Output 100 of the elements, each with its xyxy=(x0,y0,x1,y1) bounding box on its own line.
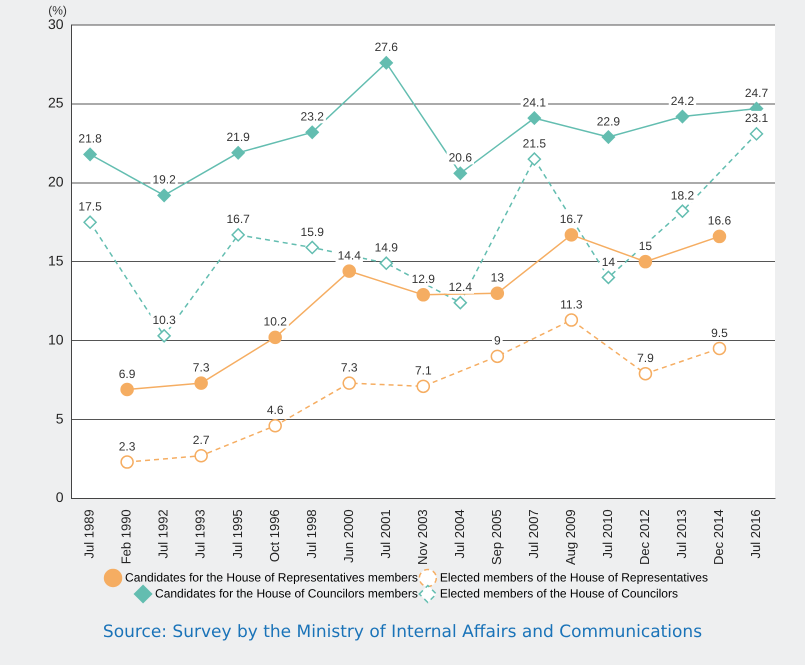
data-label: 15.9 xyxy=(300,224,324,239)
point xyxy=(380,256,394,270)
x-tick-label: Oct 1996 xyxy=(266,509,282,562)
data-label: 23.2 xyxy=(300,110,324,124)
point xyxy=(602,130,616,144)
data-label: 12.4 xyxy=(448,280,472,294)
point xyxy=(564,313,578,327)
data-label: 15 xyxy=(638,238,652,253)
legend-label: Elected members of the House of Representatives xyxy=(440,570,708,584)
legend-label: Candidates for the House of Councilors members xyxy=(155,586,418,600)
point xyxy=(454,296,468,310)
data-label: 17.5 xyxy=(78,200,102,214)
point xyxy=(638,254,652,268)
y-tick-label: 30 xyxy=(48,16,64,32)
point xyxy=(342,376,356,390)
data-label: 4.6 xyxy=(266,403,284,418)
point xyxy=(712,230,726,244)
point xyxy=(157,188,171,202)
y-tick-label: 25 xyxy=(48,94,64,111)
data-label: 24.7 xyxy=(744,86,768,100)
data-label: 6.9 xyxy=(118,366,136,381)
data-label: 14.9 xyxy=(374,240,398,255)
x-tick-label: Aug 2009 xyxy=(562,509,578,566)
x-tick-label: Nov 2003 xyxy=(414,509,430,565)
point xyxy=(120,382,134,396)
x-tick-label: Jul 2013 xyxy=(674,509,690,558)
data-label: 10.3 xyxy=(152,313,176,328)
data-label: 13 xyxy=(490,270,504,285)
x-tick-label: Dec 2012 xyxy=(637,509,652,565)
y-tick-label: 15 xyxy=(48,252,64,269)
point xyxy=(83,215,97,229)
data-label: 23.1 xyxy=(744,111,768,126)
data-label: 21.8 xyxy=(78,132,102,146)
x-tick-label: Jul 2016 xyxy=(748,509,764,558)
data-label: 7.1 xyxy=(414,364,432,378)
data-label: 16.6 xyxy=(708,214,732,228)
data-label: 9.5 xyxy=(711,326,728,340)
x-tick-label: Jul 1998 xyxy=(304,509,319,558)
point xyxy=(490,350,504,364)
x-tick-label: Jul 2001 xyxy=(378,509,393,558)
source-note: Source: Survey by the Ministry of Internal Affairs and Communications xyxy=(102,622,704,642)
data-label: 11.3 xyxy=(560,297,583,312)
point xyxy=(712,342,726,356)
point xyxy=(194,448,208,462)
data-label: 14 xyxy=(602,254,616,269)
point xyxy=(305,240,319,254)
point xyxy=(454,166,468,180)
data-label: 18.2 xyxy=(670,188,694,202)
point xyxy=(528,111,542,125)
point xyxy=(602,270,616,284)
point xyxy=(676,110,690,124)
data-label: 14.4 xyxy=(338,248,362,262)
legend-label: Elected members of the House of Councilors xyxy=(440,586,678,600)
y-tick-label: 20 xyxy=(48,174,64,190)
data-label: 16.7 xyxy=(226,212,250,226)
y-tick-label: 5 xyxy=(56,410,64,426)
data-label: 21.9 xyxy=(226,130,250,144)
data-label: 7.9 xyxy=(637,351,654,366)
point xyxy=(564,228,578,242)
point xyxy=(231,228,245,242)
x-tick-label: Jul 2007 xyxy=(526,509,541,558)
data-label: 21.5 xyxy=(522,136,546,150)
data-label: 27.6 xyxy=(374,40,398,54)
point xyxy=(231,146,245,160)
x-tick-label: Feb 1990 xyxy=(118,509,134,564)
point xyxy=(416,380,430,394)
data-label: 10.2 xyxy=(264,314,288,329)
data-label: 19.2 xyxy=(152,172,176,187)
data-label: 16.7 xyxy=(560,212,584,226)
y-tick-label: 0 xyxy=(56,489,64,506)
point xyxy=(416,288,430,302)
data-label: 22.9 xyxy=(596,114,620,128)
x-tick-label: Dec 2014 xyxy=(711,509,726,565)
data-label: 24.2 xyxy=(670,94,694,108)
x-tick-label: Sep 2005 xyxy=(488,509,504,566)
point xyxy=(268,330,282,344)
point xyxy=(490,286,504,300)
point xyxy=(528,152,542,166)
point xyxy=(305,126,319,140)
point xyxy=(380,56,394,70)
point xyxy=(157,329,171,343)
x-tick-label: Jul 1995 xyxy=(230,509,245,558)
point xyxy=(194,376,208,390)
data-label: 7.3 xyxy=(340,360,358,374)
x-tick-label: Jul 2004 xyxy=(452,509,467,558)
point xyxy=(676,204,690,218)
data-label: 24.1 xyxy=(522,95,546,110)
point xyxy=(83,148,97,162)
x-tick-label: Jul 1989 xyxy=(82,509,97,558)
legend-label: Candidates for the House of Representatives members xyxy=(125,570,418,584)
point xyxy=(750,127,764,141)
point xyxy=(268,419,282,433)
point xyxy=(638,366,652,380)
data-label: 20.6 xyxy=(448,150,472,165)
data-label: 9 xyxy=(494,334,501,348)
x-tick-label: Jul 2010 xyxy=(600,509,615,558)
point xyxy=(342,264,356,278)
point xyxy=(120,455,134,469)
x-tick-label: Jul 1992 xyxy=(156,509,171,558)
data-label: 7.3 xyxy=(192,360,210,374)
